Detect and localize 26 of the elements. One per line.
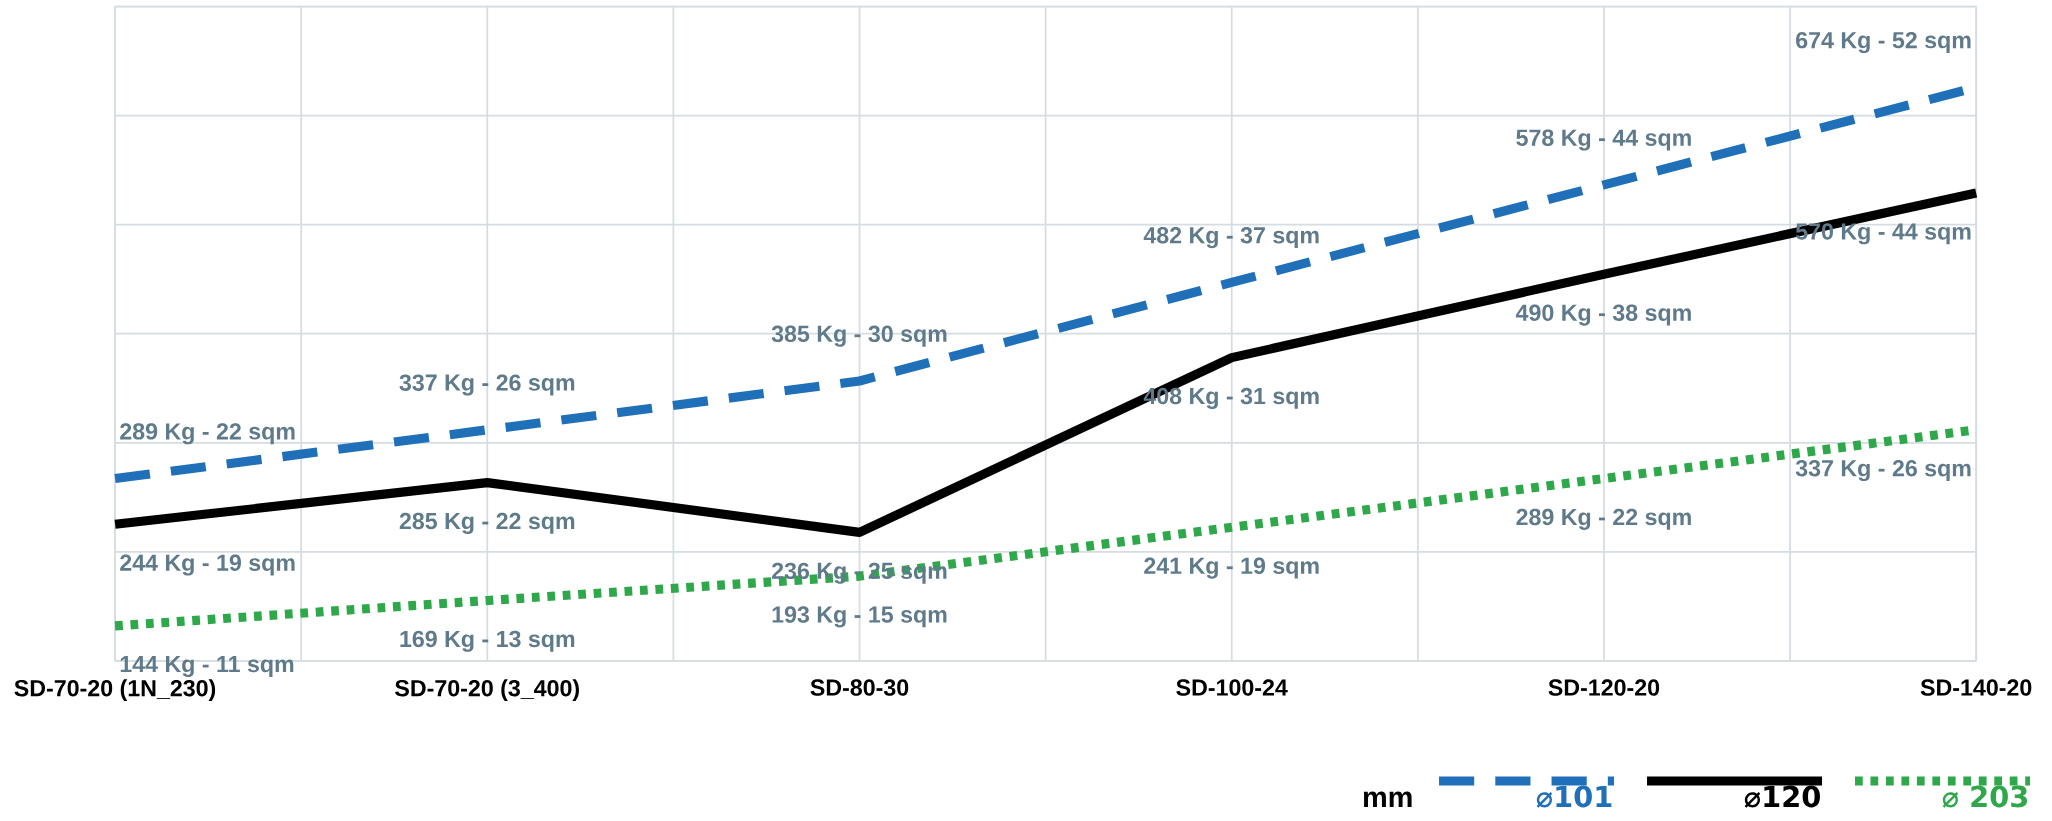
data-label: 144 Kg - 11 sqm — [120, 656, 294, 677]
x-tick-label: SD-100-24 — [1176, 679, 1288, 696]
data-label: 482 Kg - 37 sqm — [1143, 227, 1319, 249]
data-label: 244 Kg - 19 sqm — [120, 554, 295, 576]
x-tick-label: SD-70-20 (1N_230) — [14, 679, 216, 701]
x-tick-label: SD-140-20 — [1920, 679, 2032, 696]
x-tick-label: SD-70-20 (3_400) — [395, 679, 579, 701]
data-label: 578 Kg - 44 sqm — [1516, 129, 1691, 151]
data-label: 289 Kg - 22 sqm — [1516, 508, 1691, 530]
legend-title: mm — [1363, 791, 1412, 807]
text: ⌀101 — [1536, 785, 1612, 808]
data-label: 285 Kg - 22 sqm — [399, 512, 575, 534]
data-label: 337 Kg - 26 sqm — [399, 374, 575, 396]
x-tick-label: SD-80-30 — [810, 679, 909, 696]
data-label: 241 Kg - 19 sqm — [1144, 557, 1319, 579]
data-label: 674 Kg - 52 sqm — [1796, 31, 1971, 54]
x-tick-label: SD-120-20 — [1548, 679, 1660, 696]
data-label: 193 Kg - 15 sqm — [772, 606, 947, 628]
data-label: 385 Kg - 30 sqm — [771, 325, 947, 347]
text: ⌀ 203 — [1942, 785, 2028, 808]
data-label: 337 Kg - 26 sqm — [1795, 459, 1971, 482]
data-label: 169 Kg - 13 sqm — [400, 630, 575, 652]
data-label: 236 Kg - 25 sqm — [771, 562, 947, 584]
data-label: 289 Kg - 22 sqm — [120, 423, 295, 445]
text: ⌀120 — [1744, 785, 1820, 808]
data-label: 490 Kg - 38 sqm — [1515, 304, 1691, 326]
